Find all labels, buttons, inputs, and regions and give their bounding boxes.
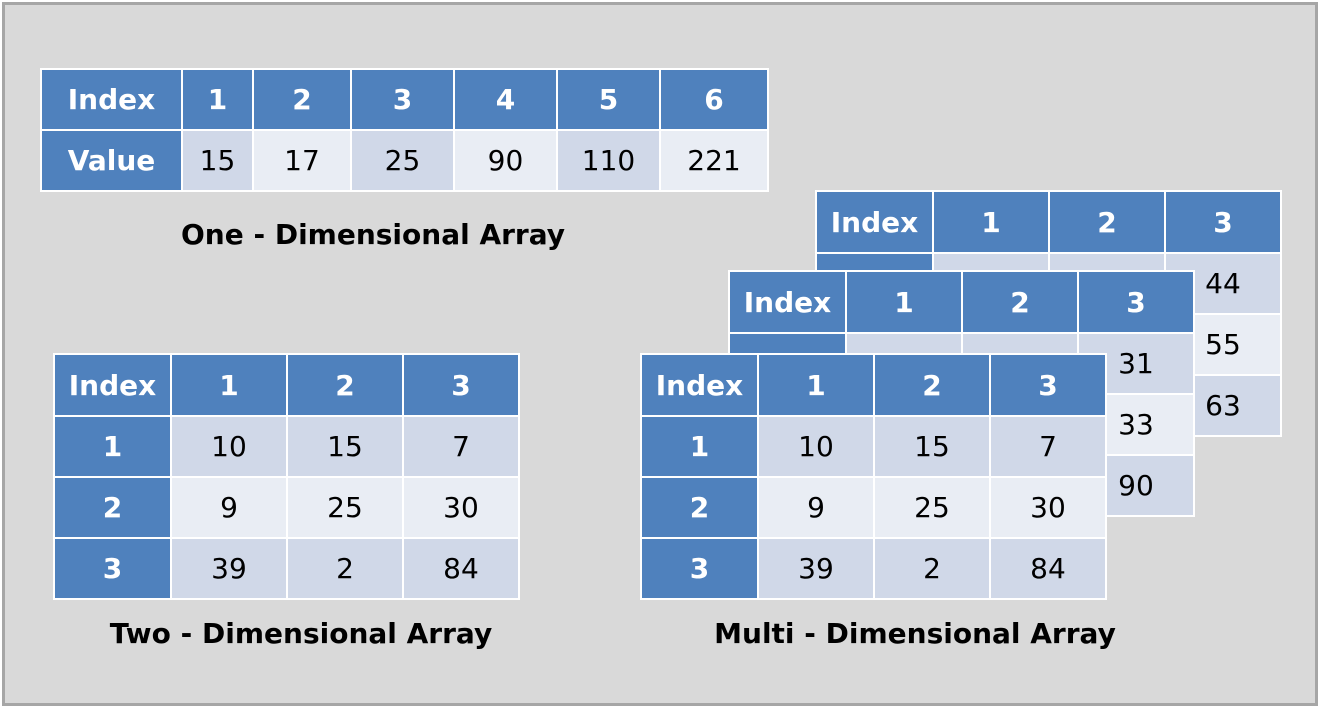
data-cell: 15 [286, 415, 404, 478]
index-row: Index 1 2 3 4 5 6 [40, 68, 769, 131]
index-cell: 5 [556, 68, 661, 131]
value-cell: 90 [453, 129, 558, 192]
data-cell: 2 [286, 537, 404, 600]
two-dimensional-table: Index 1 2 3 1 10 15 7 2 9 25 30 3 39 2 8… [53, 353, 520, 600]
column-header: 3 [1164, 190, 1282, 254]
data-cell: 10 [757, 415, 875, 478]
value-cell: 17 [252, 129, 352, 192]
row-index: 1 [53, 415, 172, 478]
data-cell: 10 [170, 415, 288, 478]
column-header: 3 [402, 353, 520, 417]
column-header: 1 [757, 353, 875, 417]
index-header: Index [53, 353, 172, 417]
table-row: 2 9 25 30 [640, 476, 1107, 539]
value-cell: 15 [181, 129, 254, 192]
index-cell: 6 [659, 68, 769, 131]
column-header: 2 [873, 353, 991, 417]
data-cell: 39 [170, 537, 288, 600]
row-index: 2 [640, 476, 759, 539]
index-cell: 2 [252, 68, 352, 131]
data-cell: 30 [402, 476, 520, 539]
value-cell: 25 [350, 129, 455, 192]
table-row: 1 10 15 7 [640, 415, 1107, 478]
data-cell: 84 [989, 537, 1107, 600]
table-row: 2 9 25 30 [53, 476, 520, 539]
multi-front-layer-table: Index 1 2 3 1 10 15 7 2 9 25 30 3 39 2 8… [640, 353, 1107, 600]
row-index: 3 [53, 537, 172, 600]
data-cell: 9 [170, 476, 288, 539]
header-row: Index 1 2 3 [815, 190, 1282, 254]
index-header: Index [640, 353, 759, 417]
data-cell: 2 [873, 537, 991, 600]
index-header: Index [40, 68, 183, 131]
two-dimensional-caption: Two - Dimensional Array [109, 617, 493, 650]
header-row: Index 1 2 3 [53, 353, 520, 417]
value-cell: 221 [659, 129, 769, 192]
column-header: 3 [1077, 270, 1195, 334]
index-cell: 4 [453, 68, 558, 131]
row-index: 3 [640, 537, 759, 600]
data-cell: 84 [402, 537, 520, 600]
column-header: 2 [1048, 190, 1166, 254]
column-header: 1 [932, 190, 1050, 254]
data-cell: 7 [402, 415, 520, 478]
header-row: Index 1 2 3 [728, 270, 1195, 334]
data-cell: 30 [989, 476, 1107, 539]
data-cell: 7 [989, 415, 1107, 478]
data-cell: 25 [286, 476, 404, 539]
value-row: Value 15 17 25 90 110 221 [40, 129, 769, 192]
table-row: 1 10 15 7 [53, 415, 520, 478]
index-header: Index [728, 270, 847, 334]
index-cell: 3 [350, 68, 455, 131]
value-cell: 110 [556, 129, 661, 192]
value-header: Value [40, 129, 183, 192]
index-cell: 1 [181, 68, 254, 131]
table-row: 3 39 2 84 [640, 537, 1107, 600]
table-row: 3 39 2 84 [53, 537, 520, 600]
column-header: 1 [845, 270, 963, 334]
column-header: 3 [989, 353, 1107, 417]
data-cell: 9 [757, 476, 875, 539]
index-header: Index [815, 190, 934, 254]
multi-dimensional-caption: Multi - Dimensional Array [714, 617, 1116, 650]
one-dimensional-table: Index 1 2 3 4 5 6 Value 15 17 25 90 110 … [40, 68, 769, 192]
one-dimensional-caption: One - Dimensional Array [180, 218, 566, 251]
row-index: 2 [53, 476, 172, 539]
data-cell: 15 [873, 415, 991, 478]
column-header: 2 [286, 353, 404, 417]
data-cell: 39 [757, 537, 875, 600]
header-row: Index 1 2 3 [640, 353, 1107, 417]
data-cell: 25 [873, 476, 991, 539]
column-header: 1 [170, 353, 288, 417]
column-header: 2 [961, 270, 1079, 334]
row-index: 1 [640, 415, 759, 478]
